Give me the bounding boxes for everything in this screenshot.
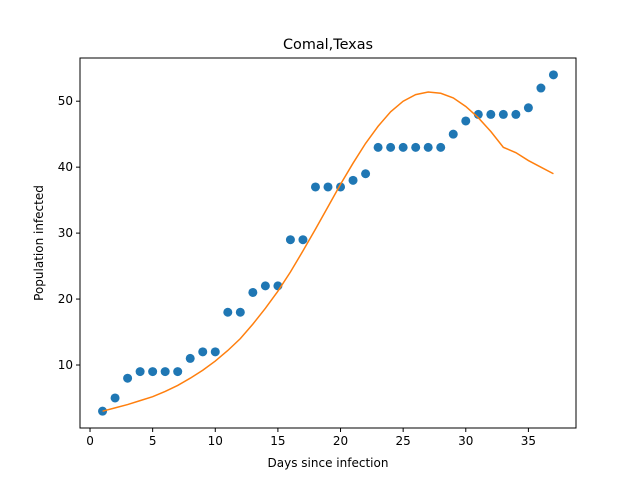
data-point [461, 116, 471, 126]
data-point [323, 182, 333, 192]
data-point [210, 347, 220, 357]
data-point [436, 142, 446, 152]
x-tick-label: 35 [521, 434, 536, 448]
data-point [148, 367, 158, 377]
data-point [523, 103, 533, 113]
data-point [160, 367, 170, 377]
data-point [223, 307, 233, 317]
data-point [398, 142, 408, 152]
data-point [248, 287, 258, 297]
data-point [348, 175, 358, 185]
x-tick-label: 30 [458, 434, 473, 448]
data-point [123, 373, 133, 383]
data-point [411, 142, 421, 152]
x-tick-label: 15 [270, 434, 285, 448]
data-point [135, 367, 145, 377]
data-point [260, 281, 270, 291]
data-point [185, 353, 195, 363]
data-point [423, 142, 433, 152]
x-tick-label: 10 [208, 434, 223, 448]
data-point [110, 393, 120, 403]
axes-frame [79, 57, 577, 429]
x-axis-label: Days since infection [268, 456, 389, 470]
y-tick-label: 20 [58, 292, 73, 306]
data-point [173, 367, 183, 377]
data-point [386, 142, 396, 152]
data-point [448, 129, 458, 139]
x-tick-label: 20 [333, 434, 348, 448]
data-point [298, 235, 308, 245]
data-point [373, 142, 383, 152]
data-point [486, 109, 496, 119]
y-axis-ticks: 10 20 30 40 50 [58, 94, 80, 372]
y-tick-label: 40 [58, 160, 73, 174]
y-tick-label: 50 [58, 94, 73, 108]
x-tick-label: 0 [86, 434, 94, 448]
x-axis-ticks: 0 5 10 15 20 25 30 35 [86, 428, 536, 448]
x-tick-label: 25 [396, 434, 411, 448]
data-point [536, 83, 546, 93]
data-point [498, 109, 508, 119]
x-tick-label: 5 [149, 434, 157, 448]
data-point [548, 70, 558, 80]
data-point [511, 109, 521, 119]
data-point [235, 307, 245, 317]
data-point [198, 347, 208, 357]
plot-area [98, 70, 558, 416]
chart-title: Comal,Texas [283, 37, 373, 53]
y-axis-label: Population infected [32, 185, 46, 301]
y-tick-label: 10 [58, 358, 73, 372]
data-point [285, 235, 295, 245]
data-point [310, 182, 320, 192]
data-point [361, 169, 371, 179]
y-tick-label: 30 [58, 226, 73, 240]
fit-line [102, 91, 554, 412]
